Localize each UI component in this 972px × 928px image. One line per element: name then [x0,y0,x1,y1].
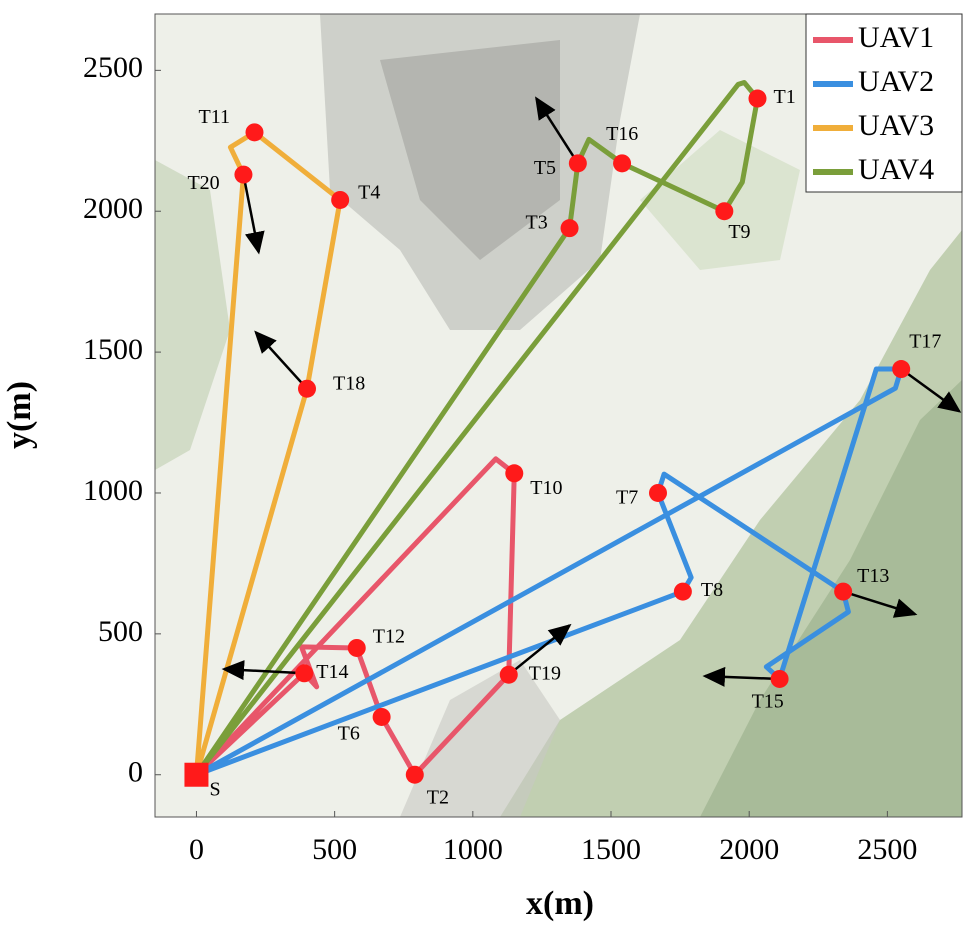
target-label: T20 [187,172,219,194]
start-label: S [209,778,220,800]
target [892,360,911,379]
target [347,638,366,657]
target [505,464,524,483]
target [560,219,579,238]
target-heading [507,623,572,676]
target-label: T18 [333,372,365,394]
x-tick-label: 500 [312,833,357,866]
target-label: T3 [526,212,548,234]
y-tick-label: 0 [128,756,143,789]
legend-label: UAV3 [858,109,934,142]
target-label: T19 [529,662,561,684]
y-tick-label: 2500 [83,51,143,84]
target-label: T12 [373,626,405,648]
target [834,582,853,601]
target-label: T10 [530,477,562,499]
target [372,707,391,726]
target-label: T1 [773,86,795,108]
legend: UAV1 UAV2 UAV3 UAV4 [805,13,963,193]
target-heading [254,330,308,390]
x-tick-label: 0 [189,833,204,866]
target [613,154,632,173]
target-label: T6 [338,723,360,745]
target-label: T11 [198,106,229,128]
y-tick-label: 1500 [83,333,143,366]
target-label: T15 [752,691,784,713]
target [245,123,264,142]
target-label: T2 [427,786,449,808]
target [405,765,424,784]
target [331,190,350,209]
target [748,89,767,108]
legend-label: UAV4 [858,153,934,186]
target-heading [842,590,918,618]
target-heading [702,666,780,687]
start-point [184,762,209,787]
x-tick-label: 2500 [857,833,917,866]
target-label: T8 [701,579,723,601]
target [499,665,518,684]
target [234,165,253,184]
target-label: T13 [857,565,889,587]
target-label: T14 [316,661,348,683]
target [715,202,734,221]
y-axis-label: y(m) [1,381,38,449]
legend-box [805,13,963,193]
x-tick-label: 1000 [443,833,503,866]
target [568,154,587,173]
target-heading [221,660,305,681]
x-tick-label: 1500 [581,833,641,866]
x-tick-label: 2000 [719,833,779,866]
target [770,669,789,688]
target-heading [535,96,579,165]
target [673,582,692,601]
y-tick-label: 500 [98,615,143,648]
y-tick-label: 1000 [83,474,143,507]
target-heading [242,174,265,255]
legend-label: UAV1 [858,21,934,54]
y-tick-label: 2000 [83,192,143,225]
target [295,664,314,683]
target-label: T4 [358,182,380,204]
target-label: T9 [728,221,750,243]
plot-frame [154,13,963,818]
target-label: T17 [909,331,941,353]
x-axis-label: x(m) [526,885,594,922]
target-label: T16 [606,123,638,145]
target-label: T5 [534,157,556,179]
target-label: T7 [616,487,638,509]
legend-label: UAV2 [858,65,934,98]
target-heading [900,368,962,413]
target [298,379,317,398]
target [648,483,667,502]
